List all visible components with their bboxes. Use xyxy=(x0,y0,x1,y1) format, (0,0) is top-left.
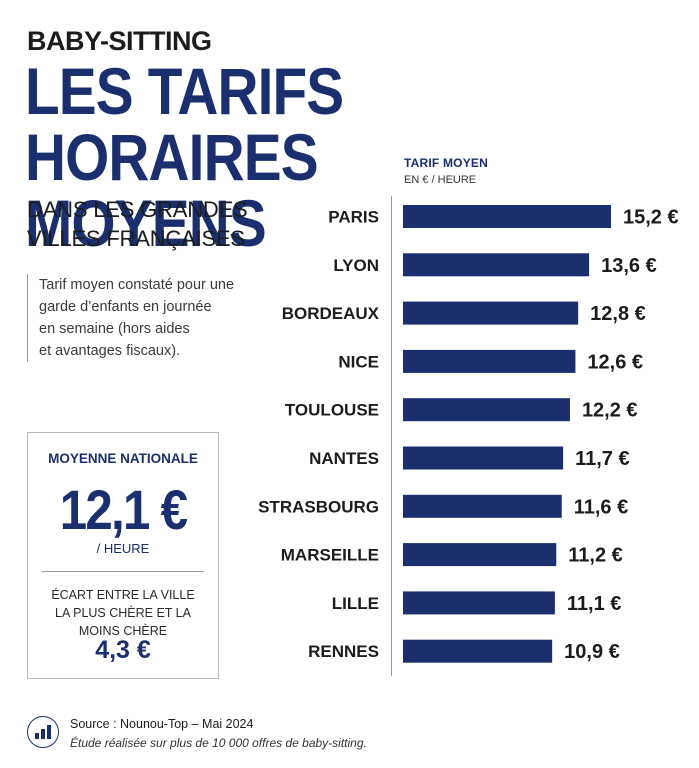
price-gap-line-2: LA PLUS CHÈRE ET LA xyxy=(55,606,191,620)
subheadline-line-1: DANS LES GRANDES xyxy=(27,197,248,222)
category-label: LILLE xyxy=(332,594,379,613)
value-label: 13,6 € xyxy=(601,255,657,277)
bar-chart: PARIS 15,2 € LYON 13,6 € BORDEAUX 12,8 € NICE 1… xyxy=(258,205,679,663)
category-label: NANTES xyxy=(309,449,379,468)
category-label: STRASBOURG xyxy=(258,497,379,516)
chart-title: TARIF MOYEN xyxy=(404,156,488,170)
note-line-1: Tarif moyen constaté pour une xyxy=(39,277,235,293)
bar xyxy=(403,398,570,422)
bar xyxy=(403,301,579,325)
bar xyxy=(403,591,555,615)
category-label: PARIS xyxy=(328,208,379,227)
national-average-card: MOYENNE NATIONALE 12,1 € / HEURE ÉCART E… xyxy=(27,432,219,679)
price-gap-label: ÉCART ENTRE LA VILLE LA PLUS CHÈRE ET LA… xyxy=(38,586,208,640)
headline: LES TARIFS HORAIRES MOYENS xyxy=(25,58,605,256)
category-label: NICE xyxy=(338,352,379,371)
price-gap-value: 4,3 € xyxy=(95,636,151,664)
bar-chart-icon xyxy=(27,716,59,748)
chart-header: TARIF MOYEN EN € / HEURE xyxy=(404,156,488,186)
headline-line-1: LES TARIFS HORAIRES xyxy=(25,54,344,194)
value-label: 11,1 € xyxy=(567,593,622,615)
national-average-label: MOYENNE NATIONALE xyxy=(48,451,198,466)
category-label: MARSEILLE xyxy=(281,546,379,565)
value-label: 11,7 € xyxy=(575,448,630,470)
description-note: Tarif moyen constaté pour une garde d’en… xyxy=(27,274,234,362)
kicker-title: BABY-SITTING xyxy=(27,26,212,56)
bar xyxy=(403,446,564,470)
price-gap-line-3: MOINS CHÈRE xyxy=(78,624,168,638)
card-divider xyxy=(42,571,204,572)
source-note: Étude réalisée sur plus de 10 000 offres… xyxy=(70,736,367,750)
subheadline-line-2: VILLES FRANÇAISES xyxy=(27,226,245,251)
bar xyxy=(403,639,553,663)
bar xyxy=(403,253,590,277)
value-label: 11,6 € xyxy=(574,496,629,518)
value-label: 15,2 € xyxy=(623,207,679,229)
source-text: Source : Nounou-Top – Mai 2024 xyxy=(70,717,254,731)
subheadline: DANS LES GRANDES VILLES FRANÇAISES xyxy=(27,195,248,253)
value-label: 12,8 € xyxy=(590,303,646,325)
national-average-value: 12,1 € xyxy=(59,478,188,541)
category-label: BORDEAUX xyxy=(282,304,380,323)
bar xyxy=(403,494,562,518)
chart-unit: EN € / HEURE xyxy=(404,174,477,186)
category-label: LYON xyxy=(333,256,379,275)
national-average-unit: / HEURE xyxy=(96,541,150,556)
category-label: RENNES xyxy=(308,642,379,661)
price-gap-line-1: ÉCART ENTRE LA VILLE xyxy=(51,588,195,602)
chart-axis-line xyxy=(391,196,392,676)
bar xyxy=(403,205,611,228)
value-label: 11,2 € xyxy=(568,545,623,567)
value-label: 12,2 € xyxy=(582,400,638,422)
category-label: TOULOUSE xyxy=(285,401,379,420)
note-line-2: garde d’enfants en journée xyxy=(39,299,212,315)
bar xyxy=(403,349,576,373)
bar xyxy=(403,543,557,567)
value-label: 10,9 € xyxy=(564,641,620,663)
note-line-4: et avantages fiscaux). xyxy=(39,343,181,359)
note-line-3: en semaine (hors aides xyxy=(39,321,190,337)
value-label: 12,6 € xyxy=(587,351,643,373)
headline-line-2: MOYENS xyxy=(25,186,267,260)
